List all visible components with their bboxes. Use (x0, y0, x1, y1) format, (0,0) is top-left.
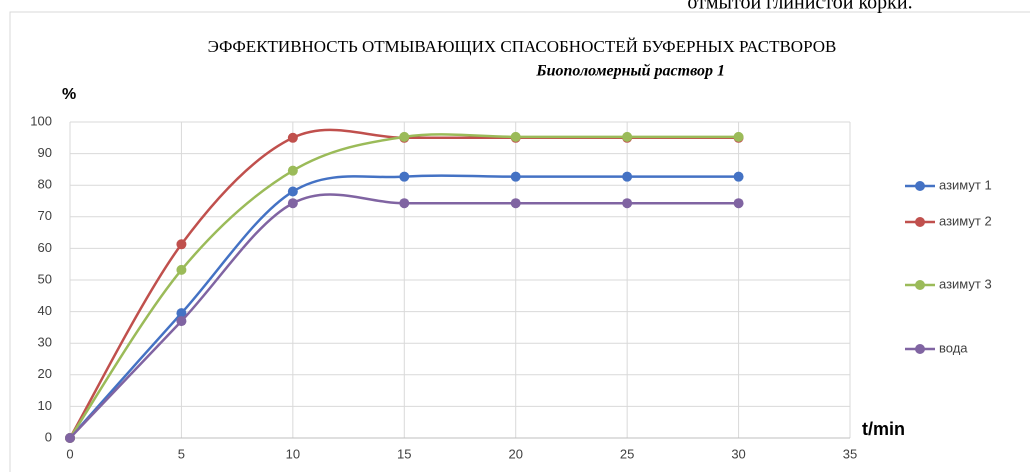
y-tick-label: 50 (38, 271, 52, 286)
legend-marker (915, 344, 925, 354)
data-point (733, 171, 744, 182)
data-point (287, 186, 298, 197)
data-point (176, 239, 187, 250)
y-tick-label: 80 (38, 177, 52, 192)
data-point (176, 264, 187, 275)
x-tick-label: 5 (178, 446, 185, 461)
data-point (622, 198, 633, 209)
page-text: отмытой глинистой корки. (687, 0, 912, 14)
legend-label: азимут 1 (939, 177, 992, 192)
x-tick-label: 35 (843, 446, 857, 461)
chart-title: ЭФФЕКТИВНОСТЬ ОТМЫВАЮЩИХ СПАСОБНОСТЕЙ БУ… (208, 37, 837, 56)
legend-marker (915, 217, 925, 227)
x-tick-label: 25 (620, 446, 634, 461)
y-tick-label: 60 (38, 240, 52, 255)
data-point (287, 132, 298, 143)
data-point (176, 316, 187, 327)
y-tick-label: 70 (38, 208, 52, 223)
data-point (287, 165, 298, 176)
x-tick-label: 30 (731, 446, 745, 461)
chart-frame (9, 11, 1030, 472)
data-point (176, 308, 187, 319)
legend-label: азимут 2 (939, 213, 992, 228)
y-tick-label: 40 (38, 303, 52, 318)
legend-marker (915, 181, 925, 191)
data-point (399, 131, 410, 142)
data-point (287, 198, 298, 209)
legend-label: азимут 3 (939, 276, 992, 291)
data-point (622, 171, 633, 182)
x-tick-label: 0 (66, 446, 73, 461)
data-point (733, 198, 744, 209)
data-point (65, 433, 75, 443)
data-point (510, 198, 521, 209)
y-tick-label: 100 (30, 113, 52, 128)
x-tick-label: 10 (286, 446, 300, 461)
x-tick-label: 20 (508, 446, 522, 461)
y-tick-label: 10 (38, 398, 52, 413)
y-tick-label: 20 (38, 366, 52, 381)
legend-marker (915, 280, 925, 290)
y-tick-label: 30 (38, 335, 52, 350)
data-point (510, 171, 521, 182)
data-point (399, 198, 410, 209)
legend-label: вода (939, 340, 968, 355)
data-point (622, 131, 633, 142)
y-tick-label: 0 (45, 429, 52, 444)
x-tick-label: 15 (397, 446, 411, 461)
x-axis-label: t/min (862, 419, 905, 439)
y-axis-label: % (62, 86, 76, 103)
y-tick-label: 90 (38, 145, 52, 160)
data-point (733, 131, 744, 142)
chart-subtitle: Биополомерный раствор 1 (535, 63, 725, 80)
data-point (510, 131, 521, 142)
data-point (399, 171, 410, 182)
